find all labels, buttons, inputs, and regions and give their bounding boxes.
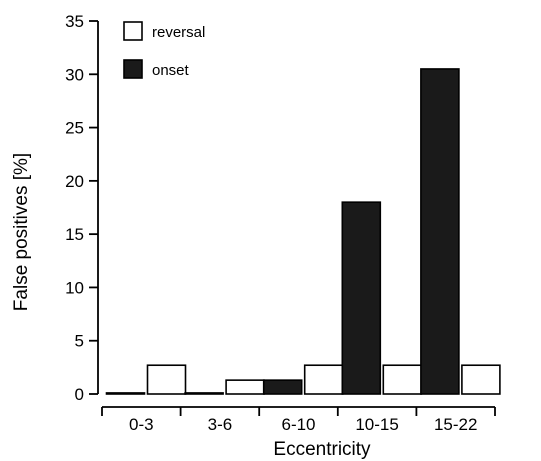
legend-swatch-onset — [123, 59, 143, 79]
y-axis: 0 5 10 15 20 25 30 35 — [65, 12, 99, 404]
y-axis-label: False positives [%] — [11, 153, 32, 311]
y-tick-label-20: 20 — [65, 172, 84, 191]
legend-label-onset: onset — [152, 62, 190, 79]
x-tick-label-6-10: 6-10 — [281, 415, 315, 434]
legend-item-onset: onset — [123, 59, 190, 79]
legend-swatch-reversal — [123, 21, 143, 41]
y-tick-label-10: 10 — [65, 278, 84, 297]
x-tick-label-3-6: 3-6 — [208, 415, 233, 434]
x-tick-label-15-22: 15-22 — [434, 415, 477, 434]
bar-reversal-10-15 — [382, 364, 423, 395]
legend-item-reversal: reversal — [123, 21, 205, 41]
y-tick-label-0: 0 — [75, 385, 84, 404]
bars — [105, 68, 501, 395]
x-axis: 0-3 3-6 6-10 10-15 15-22 — [101, 406, 496, 434]
bar-reversal-15-22 — [461, 364, 501, 395]
bar-onset-10-15 — [341, 201, 382, 395]
bar-onset-3-6 — [184, 392, 224, 395]
y-tick-label-35: 35 — [65, 12, 84, 31]
y-tick-label-25: 25 — [65, 119, 84, 138]
bar-onset-0-3 — [105, 392, 146, 395]
y-tick-label-5: 5 — [75, 332, 84, 351]
x-tick-label-10-15: 10-15 — [355, 415, 398, 434]
x-axis-label: Eccentricity — [273, 439, 371, 460]
legend: reversal onset — [123, 21, 205, 79]
bar-reversal-3-6 — [225, 379, 265, 395]
x-tick-label-0-3: 0-3 — [129, 415, 154, 434]
bar-onset-15-22 — [420, 68, 460, 395]
bar-reversal-6-10 — [303, 364, 344, 395]
bar-reversal-0-3 — [146, 364, 187, 395]
bar-onset-6-10 — [262, 379, 303, 395]
y-tick-label-15: 15 — [65, 225, 84, 244]
legend-label-reversal: reversal — [152, 24, 205, 41]
y-tick-label-30: 30 — [65, 65, 84, 84]
